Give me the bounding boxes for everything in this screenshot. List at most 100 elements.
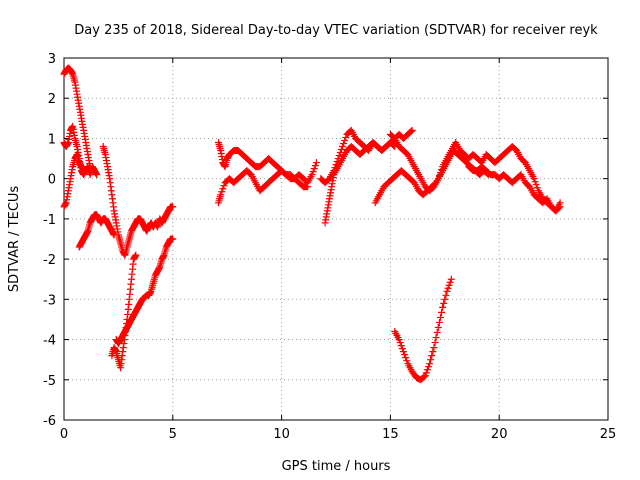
- plot-frame: [63, 57, 609, 421]
- data-point: [420, 373, 428, 381]
- data-point: [435, 172, 443, 180]
- data-point: [435, 318, 443, 326]
- data-point: [423, 366, 431, 374]
- data-point: [436, 313, 444, 321]
- y-tick-label: -3: [43, 293, 56, 308]
- data-point: [530, 175, 538, 183]
- data-point: [439, 303, 447, 311]
- data-point: [217, 191, 225, 199]
- data-point: [533, 184, 541, 192]
- data-point: [342, 133, 350, 141]
- data-point: [422, 369, 430, 377]
- series-arc10: [321, 126, 416, 227]
- x-tick-label: 15: [382, 427, 399, 442]
- y-tick-label: -2: [43, 253, 56, 268]
- data-point: [438, 166, 446, 174]
- data-point: [430, 344, 438, 352]
- data-point: [397, 342, 405, 350]
- data-point: [132, 251, 140, 259]
- chart-title: Day 235 of 2018, Sidereal Day-to-day VTE…: [74, 23, 598, 38]
- data-point: [532, 181, 540, 189]
- data-point: [436, 169, 444, 177]
- series-arc8: [214, 138, 312, 191]
- data-point: [340, 139, 348, 147]
- series-arc4: [75, 211, 118, 251]
- data-point: [218, 188, 226, 196]
- x-tick-label: 5: [169, 427, 177, 442]
- data-point: [220, 182, 228, 190]
- series-arc5: [99, 142, 177, 259]
- data-point: [438, 308, 446, 316]
- data-point: [219, 185, 227, 193]
- series-arc3: [60, 151, 90, 211]
- data-point: [434, 175, 442, 183]
- data-point: [444, 284, 452, 292]
- data-point: [334, 155, 342, 163]
- data-point: [312, 159, 320, 167]
- data-point: [429, 348, 437, 356]
- y-tick-label: 0: [48, 173, 56, 188]
- data-point: [442, 291, 450, 299]
- data-point: [396, 339, 404, 347]
- data-point: [336, 149, 344, 157]
- x-tick-label: 25: [600, 427, 617, 442]
- series-arc14: [465, 163, 564, 215]
- data-point: [332, 161, 340, 169]
- data-point: [335, 152, 343, 160]
- x-tick-label: 0: [60, 427, 68, 442]
- data-point: [310, 165, 318, 173]
- x-tick-label: 10: [273, 427, 290, 442]
- data-point: [434, 323, 442, 331]
- data-point: [440, 299, 448, 307]
- data-point: [399, 348, 407, 356]
- data-point: [428, 352, 436, 360]
- data-point: [441, 295, 449, 303]
- data-point: [432, 334, 440, 342]
- data-point: [427, 356, 435, 364]
- data-point: [431, 339, 439, 347]
- y-tick-label: 1: [48, 132, 56, 147]
- data-point: [446, 278, 454, 286]
- data-point: [331, 164, 339, 172]
- x-tick-label: 20: [491, 427, 508, 442]
- series-arc9: [214, 159, 320, 207]
- data-point: [407, 127, 415, 135]
- data-point: [395, 336, 403, 344]
- data-point: [333, 158, 341, 166]
- data-point: [424, 363, 432, 371]
- series-arc11: [317, 126, 399, 187]
- data-point: [398, 345, 406, 353]
- data-points: [60, 64, 564, 384]
- data-point: [93, 171, 101, 179]
- y-tick-label: -6: [43, 414, 56, 429]
- data-point: [408, 126, 416, 134]
- data-point: [421, 372, 429, 380]
- series-arc7: [112, 235, 177, 348]
- y-axis-label: SDTVAR / TECUs: [7, 186, 22, 293]
- data-point: [309, 168, 317, 176]
- x-axis-label: GPS time / hours: [282, 459, 391, 474]
- data-point: [447, 275, 455, 283]
- y-tick-label: 2: [48, 92, 56, 107]
- data-point: [531, 178, 539, 186]
- data-point: [390, 141, 398, 149]
- axis-ticks: 0 5 10 15 20 25 -6 -5 -4 -3 -2 -1 0 1 2 3: [43, 52, 616, 442]
- data-point: [403, 357, 411, 365]
- data-point: [169, 235, 177, 243]
- data-point: [339, 142, 347, 150]
- grid-lines: [64, 58, 608, 420]
- data-point: [401, 351, 409, 359]
- data-point: [330, 167, 338, 175]
- data-point: [308, 171, 316, 179]
- data-point: [341, 136, 349, 144]
- y-tick-label: -4: [43, 334, 56, 349]
- series-arc15: [391, 275, 455, 384]
- data-point: [402, 354, 410, 362]
- data-point: [443, 287, 451, 295]
- y-tick-label: -5: [43, 374, 56, 389]
- data-point: [82, 167, 90, 175]
- y-tick-label: -1: [43, 213, 56, 228]
- series-arc1: [60, 64, 94, 171]
- data-point: [311, 162, 319, 170]
